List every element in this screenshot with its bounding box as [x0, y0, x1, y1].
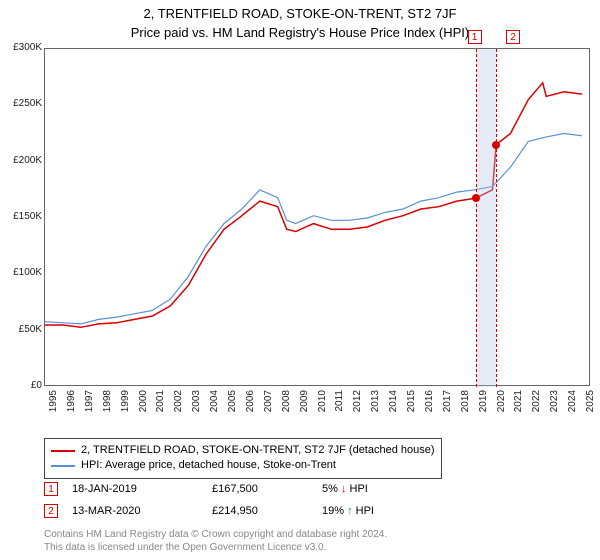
- y-tick-label: £0: [2, 380, 42, 391]
- chart-container: 2, TRENTFIELD ROAD, STOKE-ON-TRENT, ST2 …: [0, 0, 600, 560]
- marker-line-2: [496, 49, 497, 387]
- x-tick-label: 2018: [460, 390, 471, 420]
- x-tick-label: 2022: [531, 390, 542, 420]
- x-tick-label: 2013: [370, 390, 381, 420]
- legend-swatch: [51, 450, 75, 452]
- x-tick-label: 2004: [209, 390, 220, 420]
- legend-row: 2, TRENTFIELD ROAD, STOKE-ON-TRENT, ST2 …: [51, 443, 435, 458]
- sales-table: 1 18-JAN-2019£167,5005% ↓ HPI 2 13-MAR-2020…: [44, 478, 442, 522]
- x-tick-label: 2016: [424, 390, 435, 420]
- y-tick-label: £100K: [2, 267, 42, 278]
- legend-row: HPI: Average price, detached house, Stok…: [51, 458, 435, 473]
- y-tick-label: £300K: [2, 42, 42, 53]
- marker-dot-1: [472, 194, 480, 202]
- legend-label: HPI: Average price, detached house, Stok…: [81, 458, 336, 473]
- sales-row: 1 18-JAN-2019£167,5005% ↓ HPI: [44, 478, 442, 500]
- x-tick-label: 2020: [496, 390, 507, 420]
- highlight-band: [476, 49, 497, 387]
- x-tick-label: 2019: [478, 390, 489, 420]
- x-tick-label: 2025: [585, 390, 596, 420]
- x-tick-label: 2010: [317, 390, 328, 420]
- footer-line2: This data is licensed under the Open Gov…: [44, 541, 387, 554]
- y-tick-label: £250K: [2, 98, 42, 109]
- x-tick-label: 2007: [263, 390, 274, 420]
- x-tick-label: 2015: [406, 390, 417, 420]
- x-tick-label: 2021: [513, 390, 524, 420]
- x-tick-label: 1999: [120, 390, 131, 420]
- sales-pct: 5% ↓ HPI: [322, 483, 442, 495]
- sales-row: 2 13-MAR-2020£214,95019% ↑ HPI: [44, 500, 442, 522]
- chart-title-line1: 2, TRENTFIELD ROAD, STOKE-ON-TRENT, ST2 …: [0, 0, 600, 21]
- x-tick-label: 2002: [173, 390, 184, 420]
- x-tick-label: 2000: [138, 390, 149, 420]
- x-tick-label: 2006: [245, 390, 256, 420]
- y-tick-label: £150K: [2, 211, 42, 222]
- x-tick-label: 2003: [191, 390, 202, 420]
- sales-date: 18-JAN-2019: [72, 483, 212, 495]
- sales-date: 13-MAR-2020: [72, 505, 212, 517]
- x-tick-label: 2017: [442, 390, 453, 420]
- x-tick-label: 1997: [84, 390, 95, 420]
- legend: 2, TRENTFIELD ROAD, STOKE-ON-TRENT, ST2 …: [44, 438, 442, 479]
- marker-box-1: 1: [468, 30, 482, 44]
- sales-price: £167,500: [212, 483, 322, 495]
- x-tick-label: 1998: [102, 390, 113, 420]
- x-tick-label: 2014: [388, 390, 399, 420]
- x-tick-label: 2008: [281, 390, 292, 420]
- legend-label: 2, TRENTFIELD ROAD, STOKE-ON-TRENT, ST2 …: [81, 443, 435, 458]
- x-tick-label: 1996: [66, 390, 77, 420]
- x-tick-label: 2005: [227, 390, 238, 420]
- plot-area: [44, 48, 590, 386]
- chart-svg: [45, 49, 591, 387]
- sales-price: £214,950: [212, 505, 322, 517]
- y-tick-label: £200K: [2, 155, 42, 166]
- series-hpi: [45, 134, 582, 324]
- sales-pct: 19% ↑ HPI: [322, 505, 442, 517]
- marker-dot-2: [492, 141, 500, 149]
- x-tick-label: 2009: [299, 390, 310, 420]
- x-tick-label: 2001: [155, 390, 166, 420]
- x-tick-label: 2011: [334, 390, 345, 420]
- series-price_paid: [45, 83, 582, 327]
- x-tick-label: 2024: [567, 390, 578, 420]
- marker-box-2: 2: [506, 30, 520, 44]
- footer-line1: Contains HM Land Registry data © Crown c…: [44, 528, 387, 541]
- x-tick-label: 2012: [352, 390, 363, 420]
- sales-marker-box: 1: [44, 482, 58, 496]
- sales-marker-box: 2: [44, 504, 58, 518]
- y-tick-label: £50K: [2, 324, 42, 335]
- marker-line-1: [476, 49, 477, 387]
- legend-swatch: [51, 465, 75, 467]
- x-tick-label: 2023: [549, 390, 560, 420]
- footer-attribution: Contains HM Land Registry data © Crown c…: [44, 528, 387, 554]
- x-tick-label: 1995: [48, 390, 59, 420]
